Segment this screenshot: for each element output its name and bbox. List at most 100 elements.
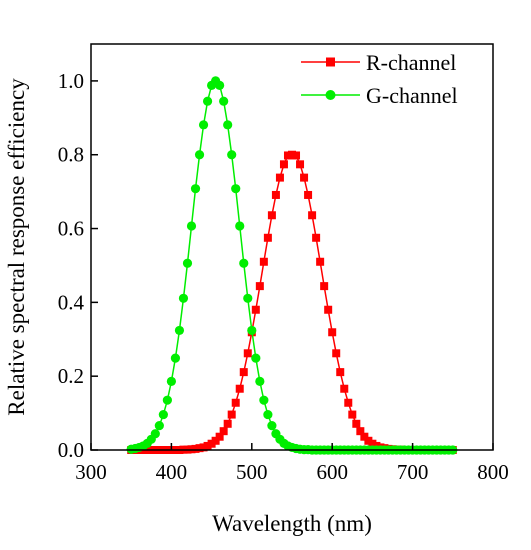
data-point-g-channel (263, 409, 273, 420)
data-point-r-channel (300, 173, 309, 182)
data-point-r-channel (259, 257, 268, 266)
data-point-r-channel (344, 398, 353, 407)
data-point-r-channel (235, 384, 244, 393)
data-point-r-channel (191, 444, 200, 453)
data-point-r-channel (195, 444, 204, 453)
legend-item-r-channel: R-channel (301, 50, 456, 75)
data-point-r-channel (215, 432, 224, 441)
data-point-g-channel (202, 96, 213, 106)
legend-marker-r-channel (326, 57, 335, 67)
y-axis-title: Relative spectral response efficiency (4, 78, 29, 416)
y-tick-label-4: 0.8 (58, 143, 84, 167)
data-point-r-channel (231, 398, 240, 407)
data-point-g-channel (227, 150, 237, 160)
data-point-g-channel (190, 184, 201, 194)
data-point-g-channel (215, 80, 225, 90)
data-point-g-channel (235, 221, 245, 231)
data-point-r-channel (348, 410, 357, 419)
data-point-g-channel (166, 376, 176, 386)
x-axis-title: Wavelength (nm) (212, 511, 372, 536)
axes-layer: 300 400 500 600 700 800 0.0 0.2 0.4 0.6 0.8 1.0 (58, 69, 509, 484)
data-point-r-channel (312, 233, 321, 242)
data-point-r-channel (308, 211, 317, 220)
x-tick-label-300: 300 (75, 460, 107, 484)
x-tick-label-600: 600 (316, 460, 348, 484)
data-point-g-channel (174, 325, 185, 336)
data-point-g-channel (219, 96, 229, 106)
data-point-r-channel (203, 441, 212, 450)
data-point-r-channel (199, 443, 208, 452)
legend: R-channel G-channel (301, 50, 458, 108)
data-point-g-channel (239, 258, 249, 268)
y-tick-label-2: 0.4 (58, 290, 85, 314)
data-point-r-channel (223, 419, 232, 428)
data-point-r-channel (275, 173, 284, 182)
data-point-r-channel (304, 190, 313, 199)
legend-item-g-channel: G-channel (301, 83, 458, 108)
data-point-g-channel (231, 184, 241, 194)
data-point-g-channel (223, 120, 233, 130)
data-point-r-channel (340, 384, 349, 393)
series-line-r-channel (131, 153, 453, 451)
legend-marker-g-channel (325, 90, 336, 100)
data-point-r-channel (239, 368, 248, 377)
data-point-g-channel (178, 293, 189, 303)
data-point-g-channel (251, 353, 261, 363)
data-point-g-channel (186, 221, 197, 231)
data-point-g-channel (150, 429, 160, 439)
data-point-r-channel (251, 305, 260, 314)
data-point-r-channel (283, 151, 292, 160)
data-point-r-channel (332, 349, 341, 358)
data-point-r-channel (336, 368, 345, 377)
data-point-r-channel (219, 427, 228, 436)
data-point-g-channel (154, 421, 164, 431)
x-tick-label-400: 400 (156, 460, 188, 484)
x-tick-label-800: 800 (477, 460, 509, 484)
data-point-r-channel (316, 257, 325, 266)
y-tick-label-5: 1.0 (58, 69, 84, 93)
data-point-r-channel (324, 305, 333, 314)
x-tick-label-500: 500 (236, 460, 268, 484)
data-point-g-channel (247, 325, 257, 336)
data-point-r-channel (243, 349, 252, 358)
data-point-r-channel (356, 427, 365, 436)
series-line-g-channel (131, 79, 453, 451)
data-point-r-channel (364, 436, 373, 445)
x-tick-label-700: 700 (397, 460, 429, 484)
data-point-g-channel (198, 120, 209, 130)
legend-label-r-channel: R-channel (366, 50, 456, 75)
series-r-channel (127, 150, 457, 454)
data-point-g-channel (182, 258, 193, 268)
data-point-g-channel (259, 395, 269, 405)
data-point-r-channel (279, 160, 288, 169)
data-point-r-channel (328, 328, 337, 337)
data-point-r-channel (227, 410, 236, 419)
data-point-r-channel (207, 439, 216, 448)
data-point-g-channel (243, 293, 253, 303)
series-layer (126, 76, 458, 455)
data-point-r-channel (296, 160, 305, 169)
data-point-g-channel (162, 395, 172, 405)
data-point-g-channel (158, 409, 168, 420)
data-point-r-channel (267, 211, 276, 220)
data-point-g-channel (267, 421, 277, 431)
series-g-channel (126, 76, 458, 455)
legend-label-g-channel: G-channel (366, 83, 458, 108)
y-tick-label-3: 0.6 (58, 217, 84, 241)
data-point-r-channel (271, 190, 280, 199)
plot-frame (90, 43, 494, 451)
data-point-r-channel (255, 282, 264, 291)
data-point-g-channel (194, 150, 205, 160)
data-point-r-channel (368, 439, 377, 448)
data-point-r-channel (288, 150, 296, 159)
data-point-r-channel (263, 233, 272, 242)
data-point-g-channel (170, 353, 181, 363)
data-point-r-channel (320, 282, 329, 291)
y-tick-label-1: 0.2 (58, 364, 84, 388)
data-point-r-channel (211, 436, 220, 445)
data-point-r-channel (292, 151, 301, 160)
data-point-r-channel (360, 432, 369, 441)
data-point-r-channel (352, 419, 361, 428)
y-tick-label-0: 0.0 (58, 438, 84, 462)
